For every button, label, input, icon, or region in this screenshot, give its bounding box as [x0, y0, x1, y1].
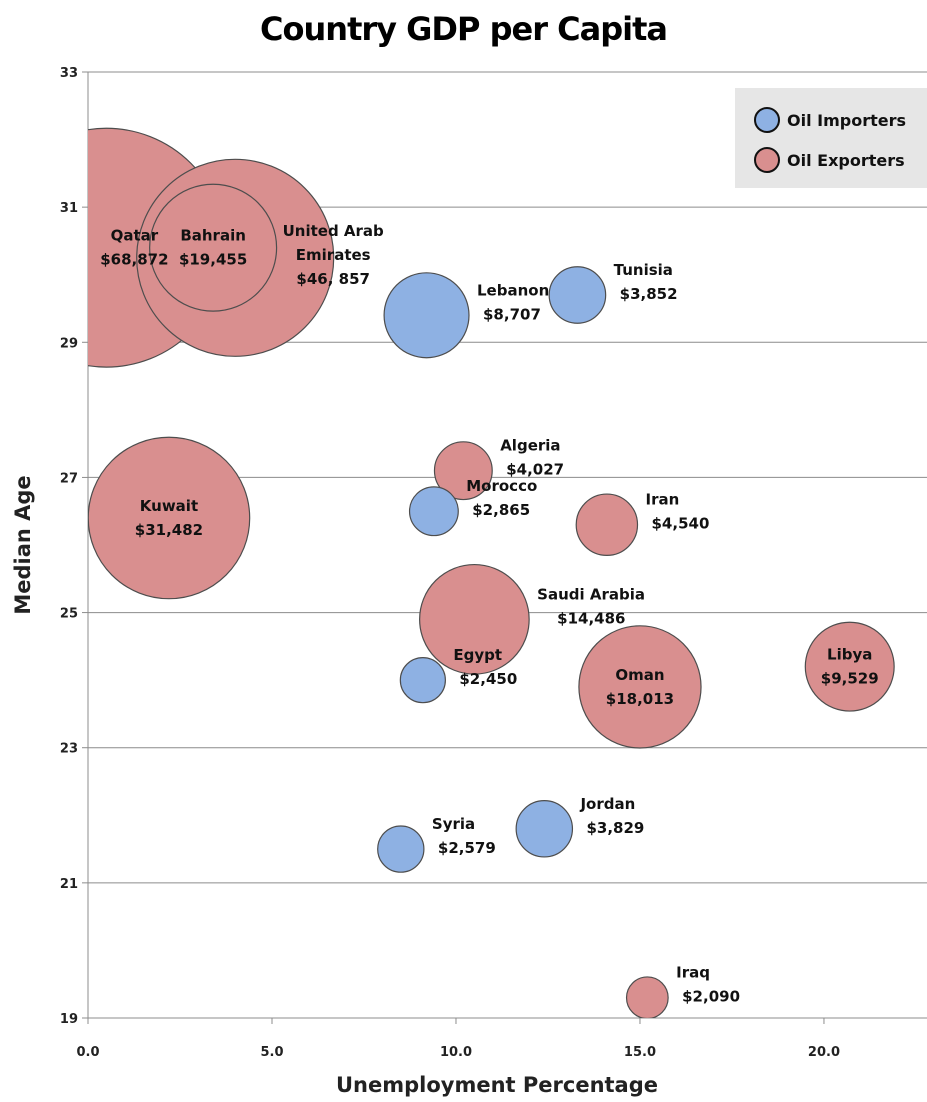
- bubble-kuwait: [88, 436, 251, 600]
- legend-marker: [754, 107, 780, 133]
- bubble-label-algeria: Algeria $4,027: [500, 437, 564, 479]
- bubble-labels: Qatar $68,872 United Arab Emirates $46, 857 K…: [100, 222, 878, 1006]
- x-axis-title: Unemployment Percentage: [336, 1073, 658, 1097]
- bubble-label-libya: Libya $9,529: [821, 646, 879, 688]
- y-tick-label: 23: [60, 742, 78, 757]
- bubble-iraq: [625, 976, 669, 1018]
- bubble-tunisia: [548, 266, 607, 324]
- bubble-label-egypt: Egypt $2,450: [453, 646, 517, 688]
- bubble-label-syria: Syria $2,579: [432, 815, 496, 857]
- bubble-algeria: [433, 441, 493, 501]
- bubbles: [88, 127, 895, 1018]
- bubble-label-oman: Oman $18,013: [606, 666, 674, 708]
- bubble-lebanon: [383, 272, 470, 359]
- bubble-label-lebanon: Lebanon $8,707: [477, 281, 549, 323]
- y-tick-label: 25: [60, 607, 78, 622]
- bubble-saudi-arabia: [419, 563, 530, 675]
- y-tick-label: 21: [60, 877, 78, 892]
- legend-label: Oil Importers: [787, 111, 906, 130]
- bubble-label-kuwait: Kuwait $31,482: [135, 497, 203, 539]
- bubble-label-qatar: Qatar $68,872: [100, 227, 168, 269]
- bubble-syria: [377, 825, 425, 873]
- bubble-egypt: [399, 657, 446, 704]
- legend-marker: [754, 147, 780, 173]
- y-axis-title: Median Age: [11, 475, 35, 614]
- bubble-label-united-arab-emirates: United Arab Emirates $46, 857: [283, 222, 384, 288]
- bubble-iran: [575, 493, 639, 556]
- legend: Oil Importers Oil Exporters: [735, 88, 927, 188]
- bubble-label-iraq: Iraq $2,090: [676, 964, 740, 1006]
- legend-label: Oil Exporters: [787, 151, 905, 170]
- bubble-label-tunisia: Tunisia $3,852: [614, 261, 678, 303]
- bubble-label-bahrain: Bahrain $19,455: [179, 227, 247, 269]
- chart-title: Country GDP per Capita: [260, 10, 668, 48]
- bubble-oman: [578, 625, 702, 749]
- bubble-jordan: [515, 800, 574, 858]
- y-tick-label: 29: [60, 336, 78, 351]
- bubble-libya: [804, 621, 895, 712]
- bubble-morocco: [408, 486, 459, 537]
- bubble-label-iran: Iran $4,540: [646, 491, 710, 533]
- gridlines: [88, 71, 927, 1019]
- x-tick-label: 20.0: [808, 1045, 840, 1060]
- bubble-label-morocco: Morocco $2,865: [466, 477, 537, 519]
- y-tick-label: 27: [60, 471, 78, 486]
- y-tick-label: 33: [60, 66, 78, 81]
- y-tick-label: 31: [60, 201, 78, 216]
- bubble-label-jordan: Jordan $3,829: [579, 795, 644, 837]
- bubble-bahrain: [149, 183, 278, 312]
- y-tick-label: 19: [60, 1012, 78, 1027]
- x-tick-label: 0.0: [76, 1045, 99, 1060]
- bubble-label-saudi-arabia: Saudi Arabia $14,486: [537, 585, 645, 627]
- x-tick-label: 15.0: [624, 1045, 656, 1060]
- x-tick-label: 5.0: [260, 1045, 283, 1060]
- legend-box: [735, 88, 927, 188]
- x-tick-label: 10.0: [440, 1045, 472, 1060]
